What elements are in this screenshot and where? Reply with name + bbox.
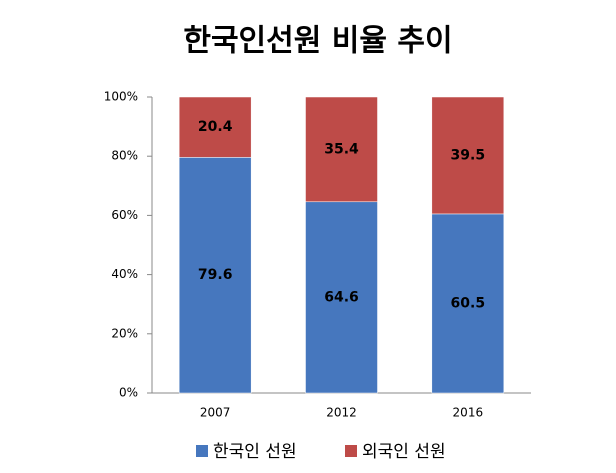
data-label: 20.4: [198, 119, 233, 135]
x-tick-label: 2012: [326, 406, 357, 420]
x-tick-label: 2016: [453, 406, 484, 420]
bar-segment: [305, 201, 378, 394]
data-label: 64.6: [324, 289, 359, 305]
bar-segment: [305, 96, 378, 203]
x-tick-label: 2007: [200, 406, 231, 420]
legend-label: 외국인 선원: [362, 442, 446, 462]
data-label: 60.5: [451, 295, 486, 311]
data-label: 39.5: [451, 147, 486, 163]
legend-swatch: [345, 445, 357, 457]
bar-segment: [178, 96, 252, 158]
bar-segment: [178, 157, 252, 394]
y-tick-label: 100%: [104, 90, 138, 104]
y-tick-label: 80%: [111, 149, 138, 163]
y-tick-label: 0%: [119, 386, 138, 400]
y-tick-label: 40%: [111, 267, 138, 281]
legend-swatch: [196, 445, 208, 457]
data-label: 35.4: [324, 141, 359, 157]
y-tick-label: 20%: [111, 326, 138, 340]
legend-label: 한국인 선원: [213, 442, 297, 462]
y-tick-label: 60%: [111, 208, 138, 222]
data-label: 79.6: [198, 267, 233, 283]
chart-title: 한국인선원 비율 추이: [183, 24, 452, 59]
bar-segment: [431, 96, 505, 215]
bar-segment: [431, 213, 505, 394]
